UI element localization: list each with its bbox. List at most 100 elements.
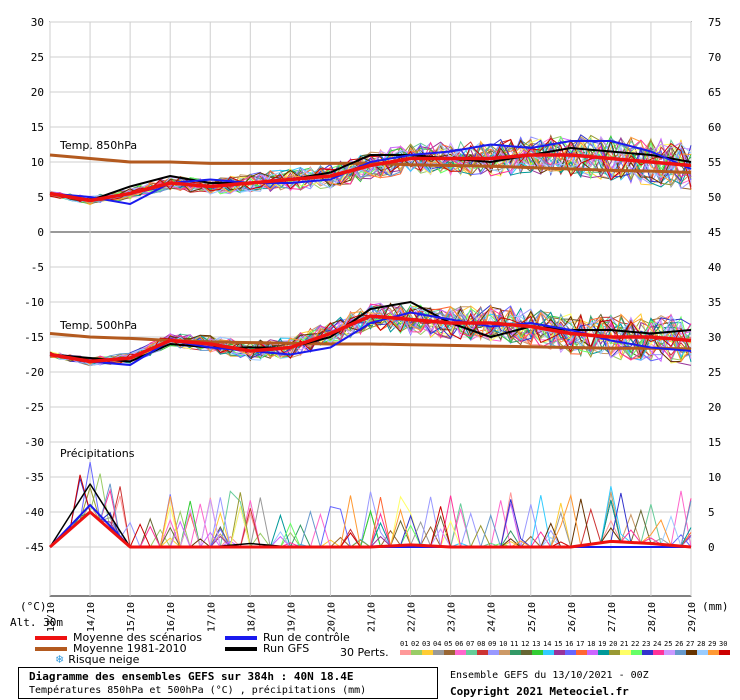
perts-label: 30 Perts.: [340, 646, 389, 659]
pert-swatch: [422, 650, 433, 655]
x-tick-label: 16/10: [166, 602, 177, 632]
right-tick-label: 25: [708, 366, 721, 379]
precip-panel-label: Précipitations: [60, 447, 135, 460]
right-tick-label: 5: [708, 506, 715, 519]
t850-gfs-line: [49, 147, 692, 202]
legend-mean: Moyenne des scénarios: [35, 631, 202, 644]
pert-number: 02: [411, 640, 420, 648]
right-tick-label: 40: [708, 261, 721, 274]
left-tick-label: -30: [24, 436, 44, 449]
pert-swatch: [631, 650, 642, 655]
right-tick-label: 10: [708, 471, 721, 484]
right-tick-label: 60: [708, 121, 721, 134]
x-tick-label: 25/10: [527, 602, 538, 632]
legend-climatology-swatch: [35, 647, 67, 651]
right-tick-label: 30: [708, 331, 721, 344]
pert-swatch: [477, 650, 488, 655]
x-tick-label: 18/10: [246, 602, 257, 632]
pert-swatch: [554, 650, 565, 655]
pert-swatch: [686, 650, 697, 655]
pert-number: 16: [565, 640, 574, 648]
pert-number: 14: [543, 640, 552, 648]
legend-mean-swatch: [35, 636, 67, 640]
pert-number: 28: [697, 640, 706, 648]
right-tick-label: 35: [708, 296, 721, 309]
snowflake-icon: ❄: [55, 653, 65, 666]
right-unit-label: (mm): [702, 600, 729, 613]
x-tick-label: 14/10: [86, 602, 97, 632]
pert-number: 10: [499, 640, 508, 648]
right-tick-label: 45: [708, 226, 721, 239]
legend-gfs-swatch: [225, 647, 257, 651]
right-tick-label: 70: [708, 51, 721, 64]
x-tick-label: 28/10: [647, 602, 658, 632]
right-tick-label: 15: [708, 436, 721, 449]
x-tick-label: 20/10: [326, 602, 337, 632]
x-tick-label: 17/10: [206, 602, 217, 632]
pert-number: 25: [664, 640, 673, 648]
x-tick-label: 24/10: [487, 602, 498, 632]
x-tick-label: 13/10: [46, 602, 57, 632]
pert-number: 21: [620, 640, 629, 648]
x-tick-label: 23/10: [447, 602, 458, 632]
t500-climatology-line: [49, 332, 692, 351]
right-tick-label: 55: [708, 156, 721, 169]
left-tick-label: 25: [31, 51, 44, 64]
pert-swatch: [466, 650, 477, 655]
legend-gfs: Run GFS: [225, 642, 309, 655]
pert-swatch: [532, 650, 543, 655]
ensemble-member-line: [49, 137, 692, 203]
pert-number: 30: [719, 640, 728, 648]
x-tick-label: 29/10: [687, 602, 698, 632]
footer-title-box: Diagramme des ensembles GEFS sur 384h : …: [18, 667, 438, 699]
t500-panel-label: Temp. 500hPa: [59, 319, 137, 332]
x-tick-label: 26/10: [567, 602, 578, 632]
pert-swatch: [488, 650, 499, 655]
right-tick-label: 65: [708, 86, 721, 99]
pert-swatch: [455, 650, 466, 655]
x-tick-label: 19/10: [286, 602, 297, 632]
left-tick-label: 0: [37, 226, 44, 239]
pert-number: 06: [455, 640, 464, 648]
left-unit-label: (°C): [20, 600, 47, 613]
pert-swatch: [433, 650, 444, 655]
pert-number: 08: [477, 640, 486, 648]
pert-swatch: [609, 650, 620, 655]
right-tick-label: 20: [708, 401, 721, 414]
pert-number: 13: [532, 640, 541, 648]
main-series: [49, 140, 692, 549]
t850-control-line: [49, 140, 692, 205]
legend-control-swatch: [225, 636, 257, 640]
left-tick-label: -20: [24, 366, 44, 379]
left-tick-label: 30: [31, 16, 44, 29]
pert-swatch: [642, 650, 653, 655]
x-tick-label: 22/10: [407, 602, 418, 632]
pert-number: 17: [576, 640, 585, 648]
pert-number: 11: [510, 640, 519, 648]
pert-swatch: [444, 650, 455, 655]
pert-number: 29: [708, 640, 717, 648]
ensemble-member-line: [49, 304, 692, 365]
left-tick-label: -45: [24, 541, 44, 554]
legend-mean-label: Moyenne des scénarios: [73, 631, 202, 644]
pert-swatch: [719, 650, 730, 655]
pert-number: 12: [521, 640, 530, 648]
pert-swatch: [598, 650, 609, 655]
pert-swatch: [510, 650, 521, 655]
t850-mean-line: [49, 153, 692, 203]
pert-swatch: [708, 650, 719, 655]
pert-swatch: [653, 650, 664, 655]
left-tick-label: -40: [24, 506, 44, 519]
pert-swatch: [620, 650, 631, 655]
pert-number: 07: [466, 640, 475, 648]
legend-control: Run de contrôle: [225, 631, 350, 644]
pert-number: 01: [400, 640, 409, 648]
x-axis-ticks: 13/10 14/10 15/10 16/10 17/10 18/10 19/10 20/10…: [46, 602, 698, 632]
t850-panel-label: Temp. 850hPa: [59, 139, 137, 152]
pert-swatch: [675, 650, 686, 655]
pert-number: 03: [422, 640, 431, 648]
left-tick-label: 5: [37, 191, 44, 204]
left-tick-label: -35: [24, 471, 44, 484]
